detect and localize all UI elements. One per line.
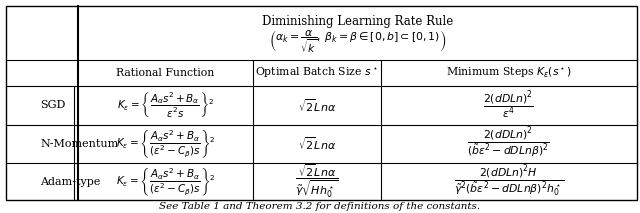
Text: $\dfrac{2(dDLn)^2}{(\tilde{b}\epsilon^2 - dDLn\beta)^2}$: $\dfrac{2(dDLn)^2}{(\tilde{b}\epsilon^2 …: [467, 126, 550, 161]
Text: Rational Function: Rational Function: [116, 68, 214, 78]
Text: Adam-type: Adam-type: [40, 177, 100, 187]
Text: $\dfrac{\sqrt{2}Ln\alpha}{\tilde{\gamma}\sqrt{Hh_0^\star}}$: $\dfrac{\sqrt{2}Ln\alpha}{\tilde{\gamma}…: [295, 163, 339, 200]
Text: $\left(\alpha_k = \dfrac{\alpha}{\sqrt{k}},\, \beta_k = \beta \in [0,b] \subset : $\left(\alpha_k = \dfrac{\alpha}{\sqrt{k…: [269, 29, 446, 55]
Text: SGD: SGD: [40, 101, 65, 110]
Text: Minimum Steps $K_\epsilon(s^\star)$: Minimum Steps $K_\epsilon(s^\star)$: [446, 66, 572, 80]
Text: Diminishing Learning Rate Rule: Diminishing Learning Rate Rule: [262, 15, 453, 28]
Text: See Table 1 and Theorem 3.2 for definitions of the constants.: See Table 1 and Theorem 3.2 for definiti…: [159, 202, 481, 211]
Text: $\sqrt{2}Ln\alpha$: $\sqrt{2}Ln\alpha$: [298, 135, 336, 152]
Text: $K_\epsilon = \left\{\dfrac{A_\alpha s^2 + B_\alpha}{(\epsilon^2 - C_\beta)s}\ri: $K_\epsilon = \left\{\dfrac{A_\alpha s^2…: [116, 166, 215, 198]
Text: $K_\epsilon = \left\{\dfrac{A_\alpha s^2 + B_\alpha}{(\epsilon^2 - C_\beta)s}\ri: $K_\epsilon = \left\{\dfrac{A_\alpha s^2…: [116, 128, 215, 160]
Text: N-Momentum: N-Momentum: [40, 139, 118, 149]
Text: $\sqrt{2}Ln\alpha$: $\sqrt{2}Ln\alpha$: [298, 97, 336, 114]
Text: $\dfrac{2(dDLn)^2}{\epsilon^4}$: $\dfrac{2(dDLn)^2}{\epsilon^4}$: [483, 89, 534, 121]
Text: $K_\epsilon = \left\{\dfrac{A_\alpha s^2 + B_\alpha}{\epsilon^2 s}\right\}^2$: $K_\epsilon = \left\{\dfrac{A_\alpha s^2…: [116, 91, 214, 120]
Text: $\dfrac{2(dDLn)^2 H}{\tilde{\gamma}^2(\tilde{b}\epsilon^2 - dDLn\beta)^2 h_0^\st: $\dfrac{2(dDLn)^2 H}{\tilde{\gamma}^2(\t…: [454, 164, 564, 200]
Text: Optimal Batch Size $s^\star$: Optimal Batch Size $s^\star$: [255, 66, 378, 80]
